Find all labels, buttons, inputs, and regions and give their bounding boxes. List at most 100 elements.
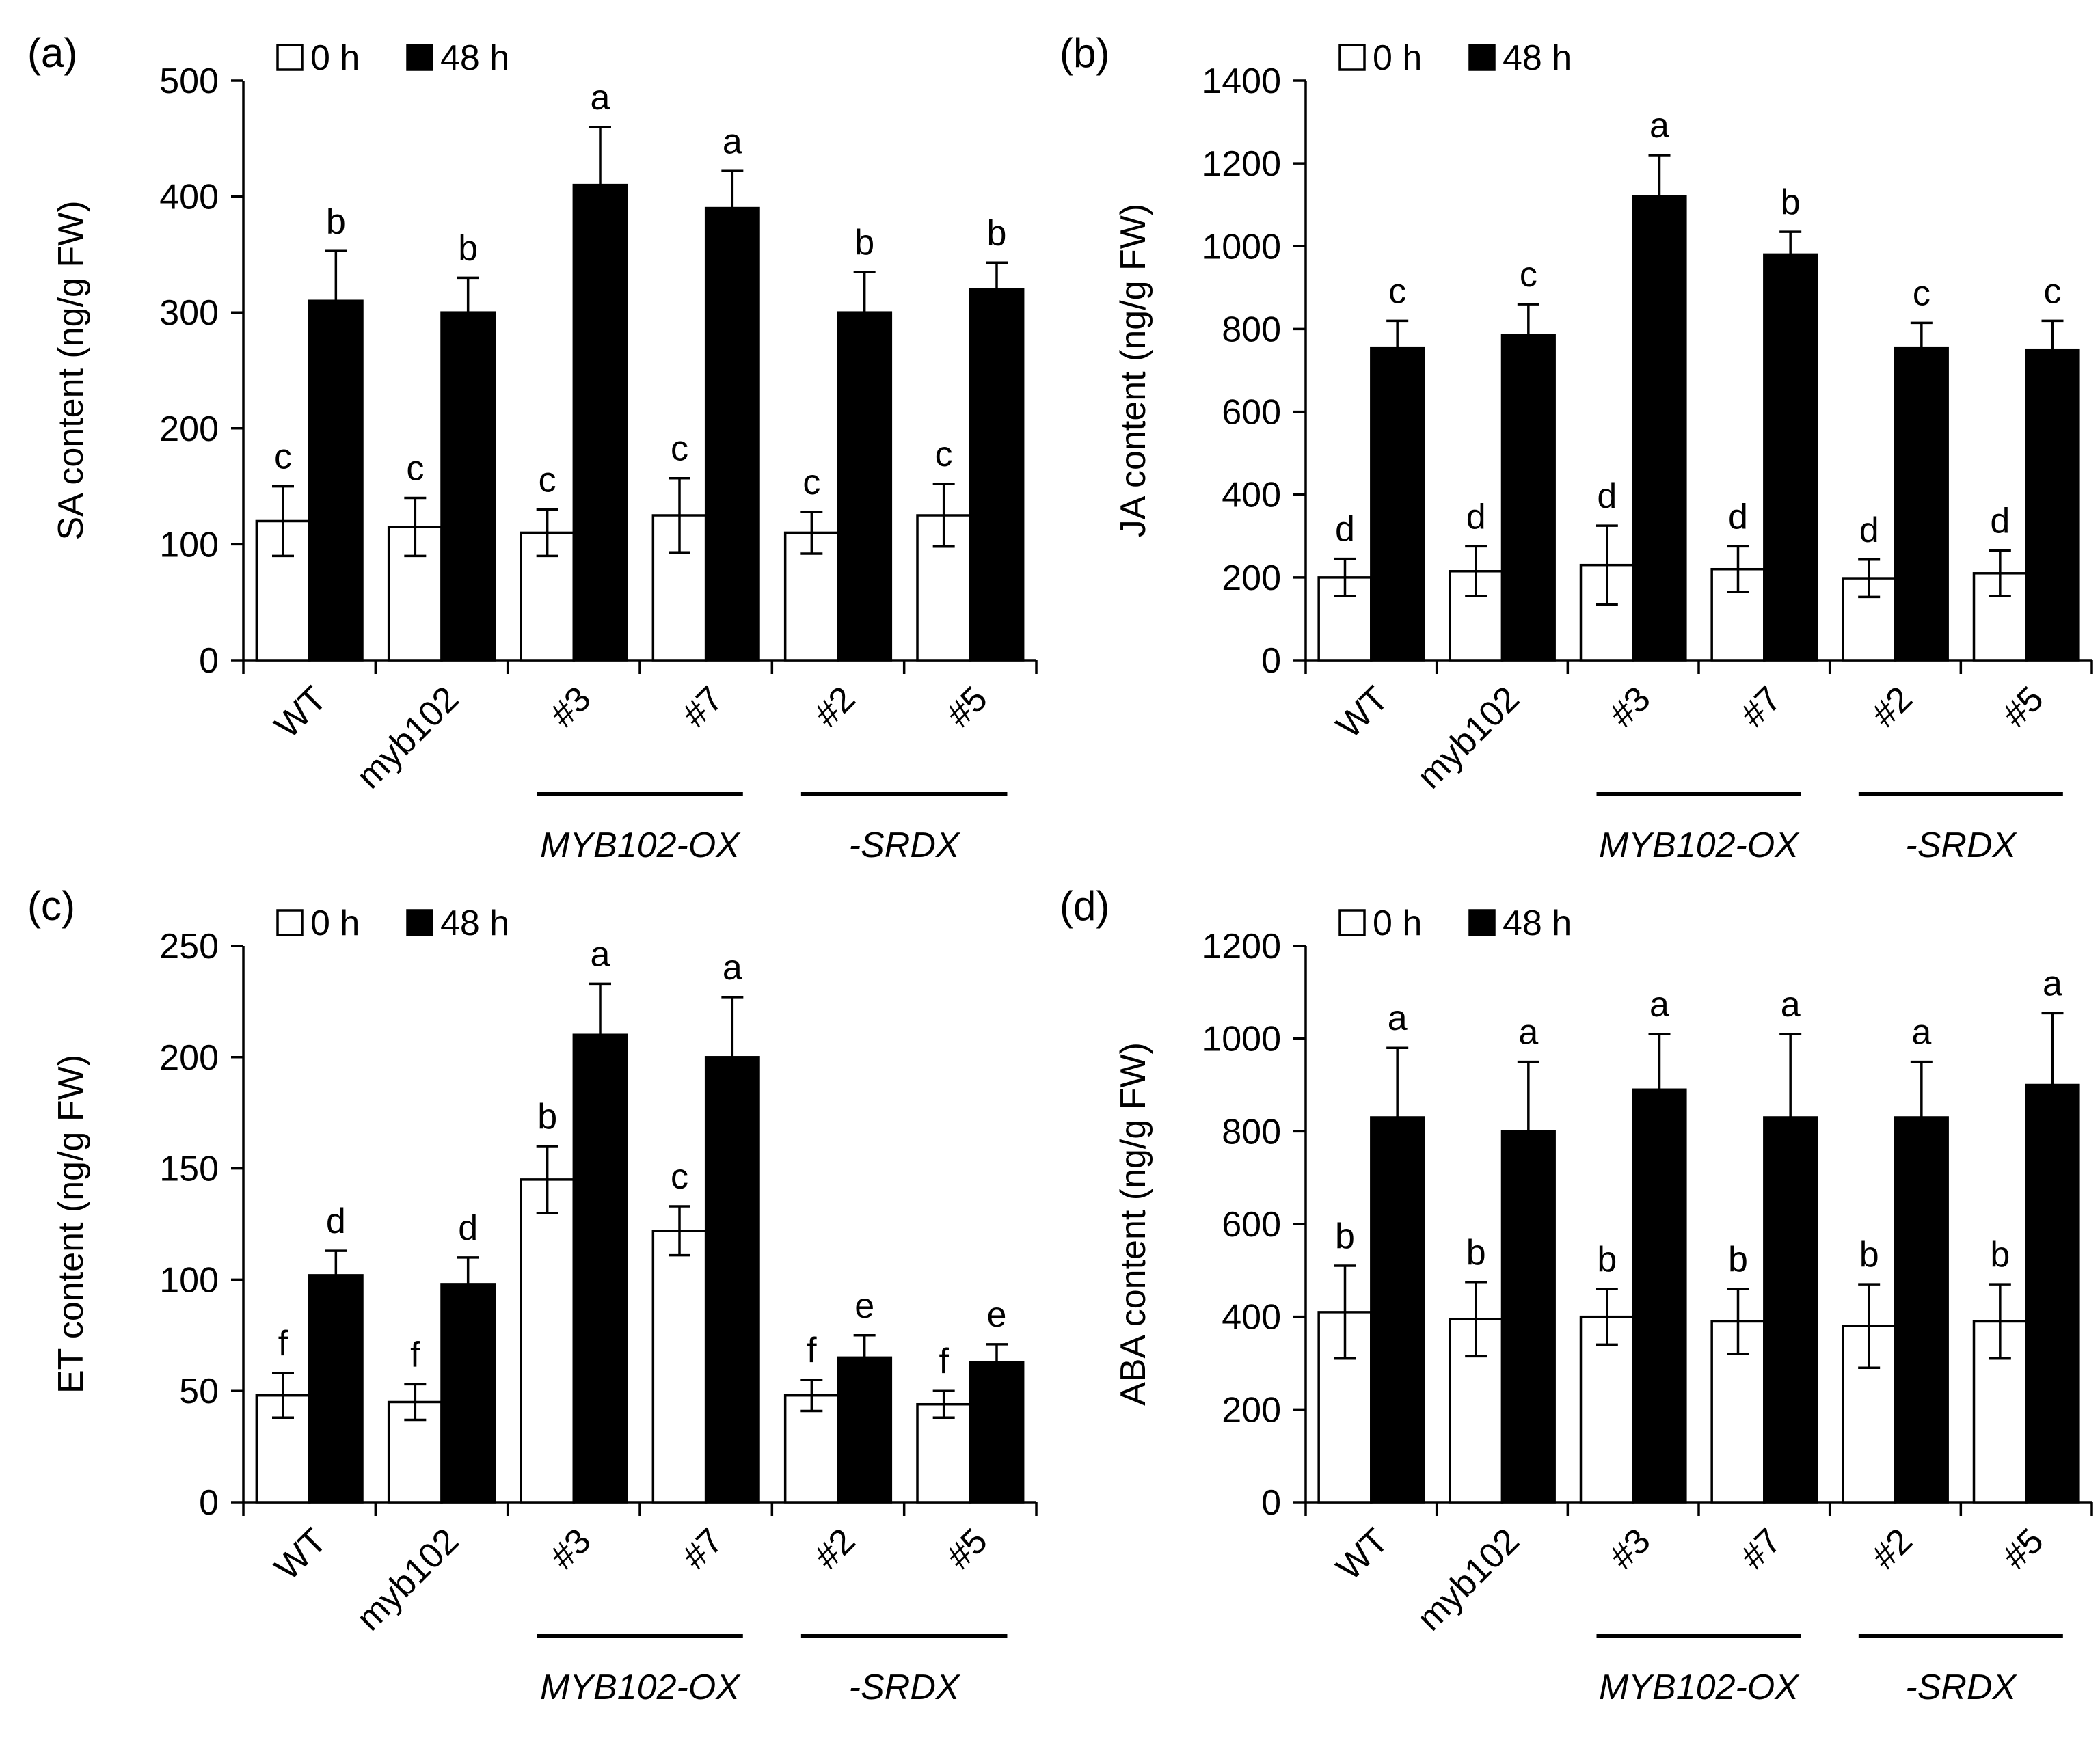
y-axis-label: JA content (ng/g FW) <box>1114 204 1153 537</box>
significance-letter: a <box>591 78 610 118</box>
bar-48h <box>1370 346 1425 662</box>
legend-label: 0 h <box>1373 904 1422 943</box>
bar-0h <box>916 1402 972 1504</box>
significance-letter: b <box>1781 182 1801 222</box>
significance-letter: f <box>807 1331 817 1370</box>
group-label: MYB102-OX <box>540 1668 741 1707</box>
chart-panel-4: (d) 0 200 400 600 800 1000 1200 ABA content (ng/… <box>1060 883 2093 1707</box>
bar-48h <box>2025 1083 2080 1504</box>
bar-48h <box>440 1283 496 1504</box>
significance-letter: a <box>723 122 742 161</box>
legend-label: 48 h <box>1503 38 1572 78</box>
y-tick-label: 0 <box>199 641 219 681</box>
x-tick-label: #2 <box>807 1521 863 1577</box>
x-tick-label: myb102 <box>1410 1521 1527 1638</box>
bar-48h <box>2025 348 2080 662</box>
significance-letter: d <box>1597 476 1617 516</box>
significance-letter: c <box>2044 271 2062 311</box>
y-tick-label: 1000 <box>1202 227 1281 267</box>
bar-48h <box>1500 334 1556 662</box>
x-tick-label: WT <box>1329 1521 1396 1588</box>
x-tick-label: #7 <box>1733 679 1789 735</box>
panel-label: (c) <box>27 883 75 929</box>
significance-letter: a <box>1650 985 1669 1024</box>
x-tick-label: #5 <box>939 1521 995 1577</box>
significance-letter: f <box>939 1342 949 1381</box>
chart-panel-2: (b) 0 200 400 600 800 1000 1200 1400 JA content (… <box>1060 30 2093 865</box>
significance-letter: b <box>1335 1217 1355 1256</box>
significance-letter: d <box>1859 511 1879 550</box>
x-tick-label: #5 <box>1995 679 2051 735</box>
legend-swatch-48h <box>1468 909 1496 936</box>
bar-48h <box>837 1356 893 1504</box>
significance-letter: a <box>1650 106 1669 146</box>
significance-letter: b <box>1466 1233 1486 1273</box>
bar-48h <box>1763 1116 1818 1504</box>
y-tick-label: 1000 <box>1202 1020 1281 1059</box>
x-tick-label: #7 <box>1733 1521 1789 1577</box>
x-tick-label: WT <box>267 1521 334 1588</box>
x-tick-label: #3 <box>1602 1521 1658 1577</box>
x-tick-label: #7 <box>675 1521 731 1577</box>
x-tick-label: #3 <box>1602 679 1658 735</box>
x-tick-label: myb102 <box>349 679 467 796</box>
x-tick-label: #2 <box>1864 1521 1920 1577</box>
significance-letter: f <box>278 1324 288 1363</box>
x-tick-label: #5 <box>939 679 995 735</box>
group-label: MYB102-OX <box>1599 1668 1800 1707</box>
significance-letter: d <box>1466 497 1486 537</box>
chart-panel-3: (c) 0 50 100 150 200 250 ET content (ng/g FW) f f… <box>27 883 1038 1707</box>
group-label: -SRDX <box>849 826 961 865</box>
significance-letter: b <box>458 228 478 268</box>
significance-letter: b <box>1597 1240 1617 1279</box>
legend-label: 48 h <box>440 904 509 943</box>
group-label: -SRDX <box>849 1668 961 1707</box>
y-tick-label: 800 <box>1222 310 1281 349</box>
legend-swatch-0h <box>276 44 304 71</box>
legend-swatch-0h <box>1338 44 1366 71</box>
significance-letter: c <box>1913 273 1930 313</box>
legend-label: 0 h <box>1373 38 1422 78</box>
bar-48h <box>1632 195 1687 662</box>
bar-48h <box>308 299 364 662</box>
bar-48h <box>572 183 628 662</box>
bar-48h <box>704 1056 760 1504</box>
significance-letter: b <box>854 223 874 262</box>
y-tick-label: 400 <box>1222 476 1281 515</box>
y-tick-label: 250 <box>159 927 219 966</box>
y-tick-label: 100 <box>159 525 219 565</box>
group-label: MYB102-OX <box>1599 826 1800 865</box>
significance-letter: b <box>1728 1240 1748 1279</box>
x-tick-label: myb102 <box>349 1521 467 1638</box>
y-tick-label: 800 <box>1222 1112 1281 1152</box>
panel-label: (d) <box>1060 883 1109 929</box>
y-tick-label: 200 <box>1222 1390 1281 1430</box>
y-tick-label: 1200 <box>1202 927 1281 966</box>
legend-swatch-48h <box>406 44 433 71</box>
panel-label: (b) <box>1060 30 1109 76</box>
bar-48h <box>704 206 760 662</box>
group-label: -SRDX <box>1905 1668 2017 1707</box>
significance-letter: c <box>539 461 556 500</box>
x-tick-label: #2 <box>1864 679 1920 735</box>
y-tick-label: 400 <box>1222 1298 1281 1338</box>
y-tick-label: 100 <box>159 1260 219 1300</box>
chart-panel-1: (a) 0 100 200 300 400 500 SA content (ng/g FW) c… <box>27 30 1038 865</box>
y-tick-label: 600 <box>1222 1205 1281 1245</box>
significance-letter: a <box>1911 1013 1931 1053</box>
significance-letter: b <box>987 213 1007 253</box>
significance-letter: c <box>935 435 953 474</box>
y-axis-label: ABA content (ng/g FW) <box>1114 1042 1153 1406</box>
x-tick-label: #5 <box>1995 1521 2051 1577</box>
significance-letter: c <box>1388 271 1406 311</box>
significance-letter: c <box>803 463 820 502</box>
y-axis-label: ET content (ng/g FW) <box>51 1055 91 1394</box>
y-tick-label: 1400 <box>1202 62 1281 101</box>
bar-48h <box>440 311 496 662</box>
bar-0h <box>651 1230 708 1504</box>
y-tick-label: 50 <box>179 1372 219 1411</box>
significance-letter: a <box>1781 985 1801 1024</box>
significance-letter: c <box>1520 255 1537 295</box>
panel-label: (a) <box>27 30 77 76</box>
